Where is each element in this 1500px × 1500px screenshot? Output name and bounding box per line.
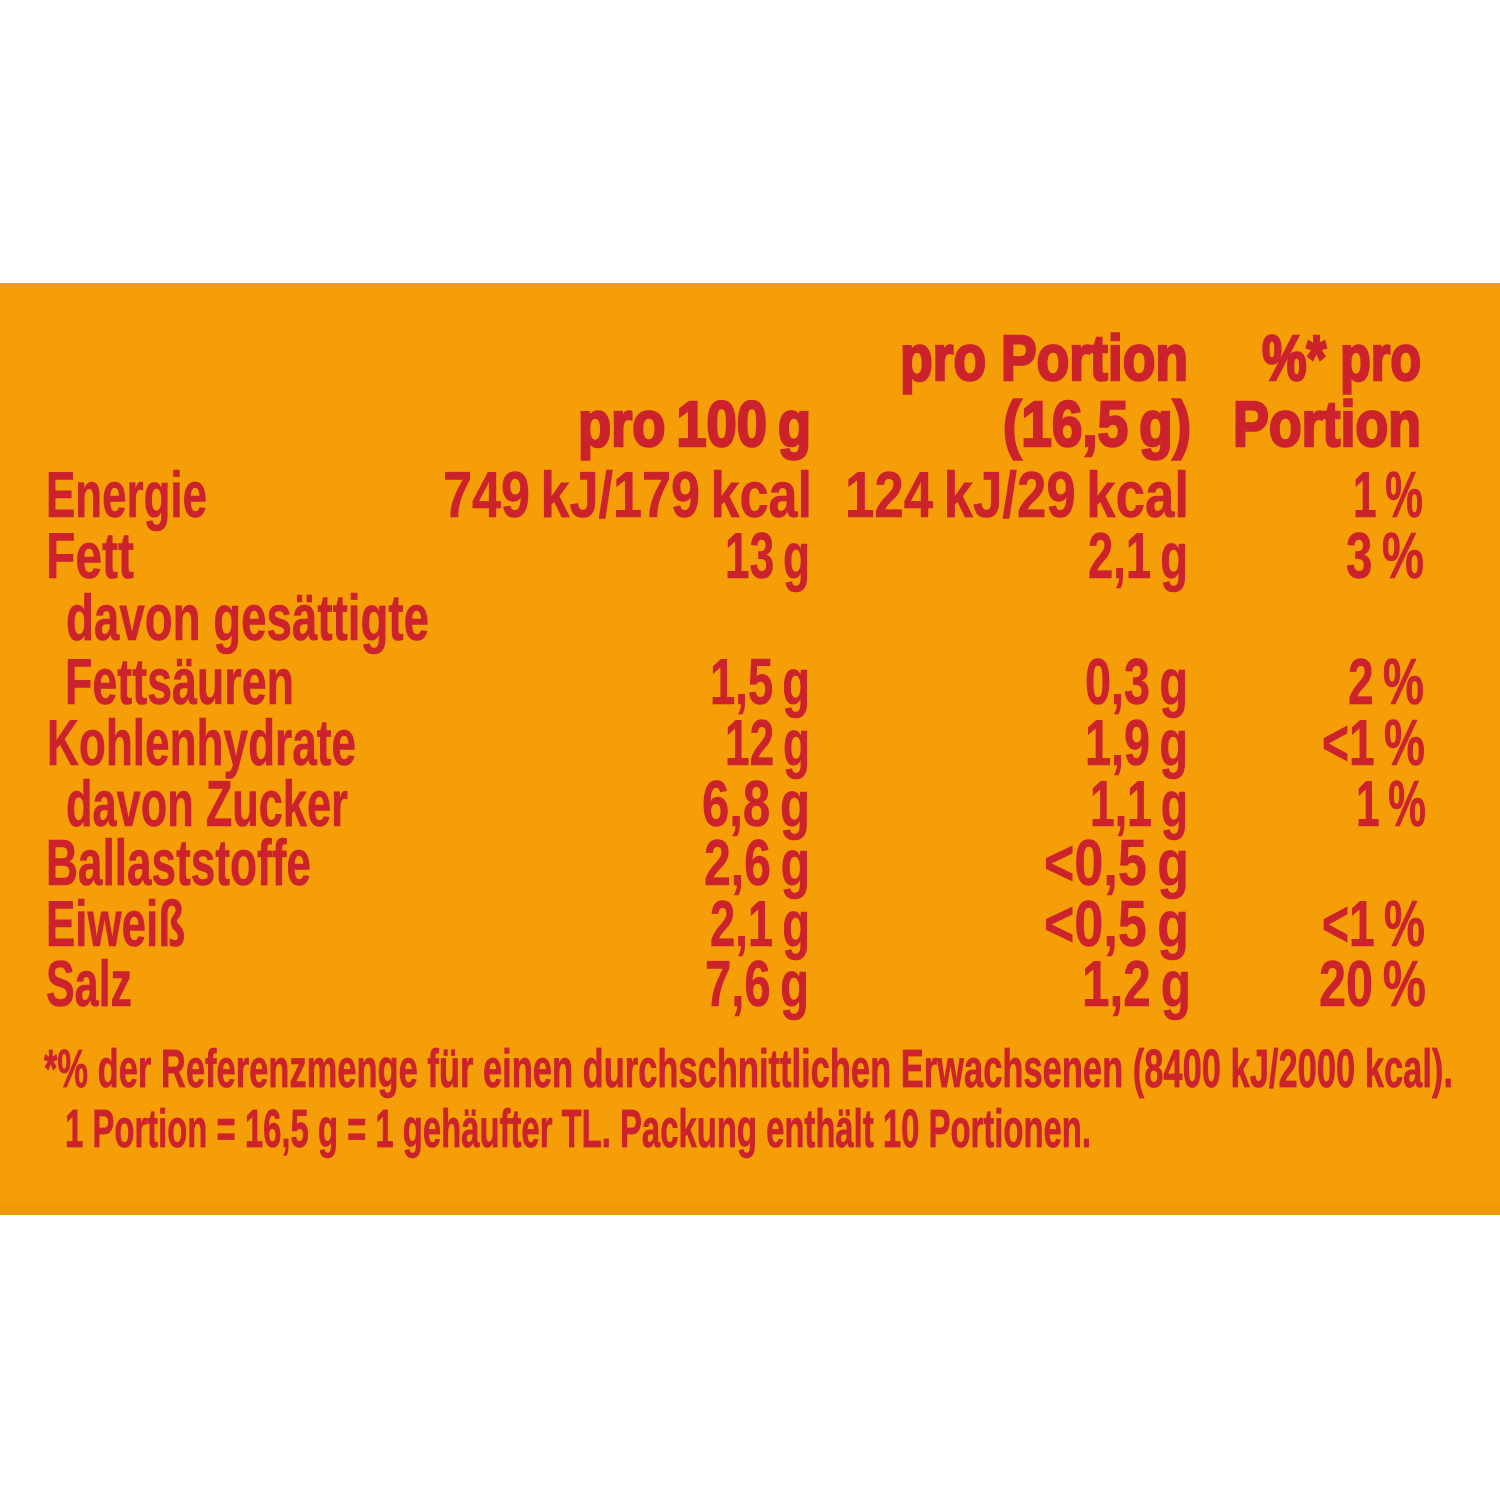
svg-text:1,5 g: 1,5 g xyxy=(710,645,810,718)
svg-text:1,1 g: 1,1 g xyxy=(1090,767,1188,840)
svg-text:2 %: 2 % xyxy=(1348,645,1424,718)
svg-text:davon Zucker: davon Zucker xyxy=(66,767,348,840)
svg-text:Eiweiß: Eiweiß xyxy=(46,887,185,960)
svg-text:2,6 g: 2,6 g xyxy=(704,826,810,899)
svg-text:Fett: Fett xyxy=(46,519,134,592)
svg-text:1 %: 1 % xyxy=(1353,458,1423,531)
svg-text:20 %: 20 % xyxy=(1319,947,1426,1020)
svg-text:Fettsäuren: Fettsäuren xyxy=(65,645,294,718)
svg-text:0,3 g: 0,3 g xyxy=(1085,645,1188,718)
svg-text:Ballaststoffe: Ballaststoffe xyxy=(46,826,311,899)
svg-text:2,1 g: 2,1 g xyxy=(1088,519,1188,592)
svg-text:1,9 g: 1,9 g xyxy=(1085,706,1188,779)
svg-text:Portion: Portion xyxy=(1233,388,1421,460)
svg-text:1,2 g: 1,2 g xyxy=(1082,947,1191,1020)
svg-text:*% der Referenzmenge für einen: *% der Referenzmenge für einen durchschn… xyxy=(44,1039,1453,1099)
svg-text:Kohlenhydrate: Kohlenhydrate xyxy=(47,706,356,779)
svg-text:<0,5 g: <0,5 g xyxy=(1044,826,1189,899)
svg-text:pro Portion: pro Portion xyxy=(900,322,1188,394)
svg-text:1 %: 1 % xyxy=(1356,767,1426,840)
svg-text:pro 100 g: pro 100 g xyxy=(578,388,811,460)
svg-text:davon gesättigte: davon gesättigte xyxy=(66,581,429,654)
svg-text:<1 %: <1 % xyxy=(1322,706,1425,779)
svg-text:Salz: Salz xyxy=(46,947,132,1020)
svg-text:3 %: 3 % xyxy=(1346,519,1424,592)
svg-text:6,8 g: 6,8 g xyxy=(702,767,810,840)
svg-text:124 kJ/29 kcal: 124 kJ/29 kcal xyxy=(845,458,1189,531)
svg-text:(16,5 g): (16,5 g) xyxy=(1003,388,1191,460)
svg-text:<0,5 g: <0,5 g xyxy=(1044,887,1189,960)
svg-text:2,1 g: 2,1 g xyxy=(710,887,810,960)
svg-text:%* pro: %* pro xyxy=(1262,322,1421,394)
svg-text:1 Portion = 16,5 g = 1 gehäuft: 1 Portion = 16,5 g = 1 gehäufter TL. Pac… xyxy=(65,1099,1091,1159)
svg-text:7,6 g: 7,6 g xyxy=(705,947,809,1020)
svg-text:749 kJ/179 kcal: 749 kJ/179 kcal xyxy=(443,458,812,531)
svg-text:<1 %: <1 % xyxy=(1322,887,1425,960)
svg-text:12 g: 12 g xyxy=(725,706,810,779)
svg-text:Energie: Energie xyxy=(46,458,207,531)
svg-text:13 g: 13 g xyxy=(725,519,810,592)
